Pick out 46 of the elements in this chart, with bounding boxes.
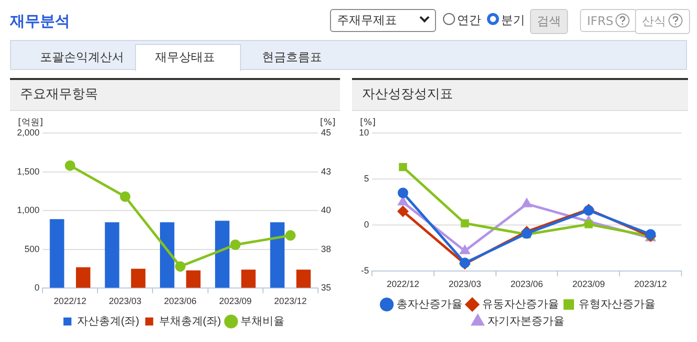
- y2-axis-title: [%]: [320, 118, 336, 128]
- y2-tick-label: 35: [320, 282, 332, 293]
- y-tick-label: 2,000: [16, 127, 40, 138]
- text: 검색: [537, 14, 561, 28]
- text: 산식: [642, 14, 666, 28]
- y-tick-label: 500: [24, 244, 40, 254]
- y2-tick-label: 38: [320, 244, 332, 254]
- y2-tick-label: 40: [320, 205, 332, 216]
- x-tick-label: 2023/12: [274, 296, 307, 306]
- legend-label: 자산총계(좌): [76, 316, 140, 328]
- chart-title: 주요재무항목: [10, 78, 340, 111]
- y-axis-title: [%]: [360, 118, 376, 128]
- x-tick-label: 2023/06: [510, 279, 544, 290]
- text: 연간: [457, 13, 481, 27]
- y-tick-label: 0: [364, 220, 370, 230]
- x-tick-label: 2022/12: [54, 296, 86, 306]
- x-tick-label: 2023/09: [572, 279, 605, 290]
- y-tick-label: 5: [364, 174, 370, 184]
- x-tick-label: 2022/12: [386, 279, 420, 290]
- legend-label: 총자산증가율: [396, 298, 462, 311]
- text: 현금흐름표: [262, 49, 322, 66]
- text: 주재무제표: [337, 13, 397, 27]
- legend-label: 부채비율: [240, 316, 285, 328]
- y2-tick-label: 43: [320, 166, 332, 176]
- y-tick-label: 1,000: [16, 205, 40, 216]
- legend-label: 유동자산증가율: [482, 298, 559, 311]
- y-axis-title: [억원]: [18, 118, 44, 128]
- y-tick-label: 1,500: [16, 166, 40, 176]
- text: 재무분석: [10, 12, 70, 31]
- chart-title: 자산성장성지표: [352, 78, 688, 111]
- legend-label: 부채총계(좌): [158, 316, 222, 328]
- legend-label: 유형자산증가율: [578, 298, 656, 311]
- text: IFRS: [587, 14, 614, 28]
- text: 재무상태표: [155, 49, 215, 66]
- text: 분기: [501, 13, 525, 27]
- x-tick-label: 2023/03: [108, 296, 142, 306]
- y-tick-label: 10: [358, 127, 370, 138]
- y2-tick-label: 45: [320, 127, 332, 138]
- legend-label: 자기자본증가율: [487, 316, 564, 328]
- y-tick-label: 0: [34, 282, 40, 293]
- text: 포괄손익계산서: [40, 49, 124, 66]
- x-tick-label: 2023/03: [448, 279, 482, 290]
- y-tick-label: -5: [360, 266, 370, 276]
- x-tick-label: 2023/12: [634, 279, 667, 290]
- x-tick-label: 2023/06: [164, 296, 197, 306]
- x-tick-label: 2023/09: [219, 296, 252, 306]
